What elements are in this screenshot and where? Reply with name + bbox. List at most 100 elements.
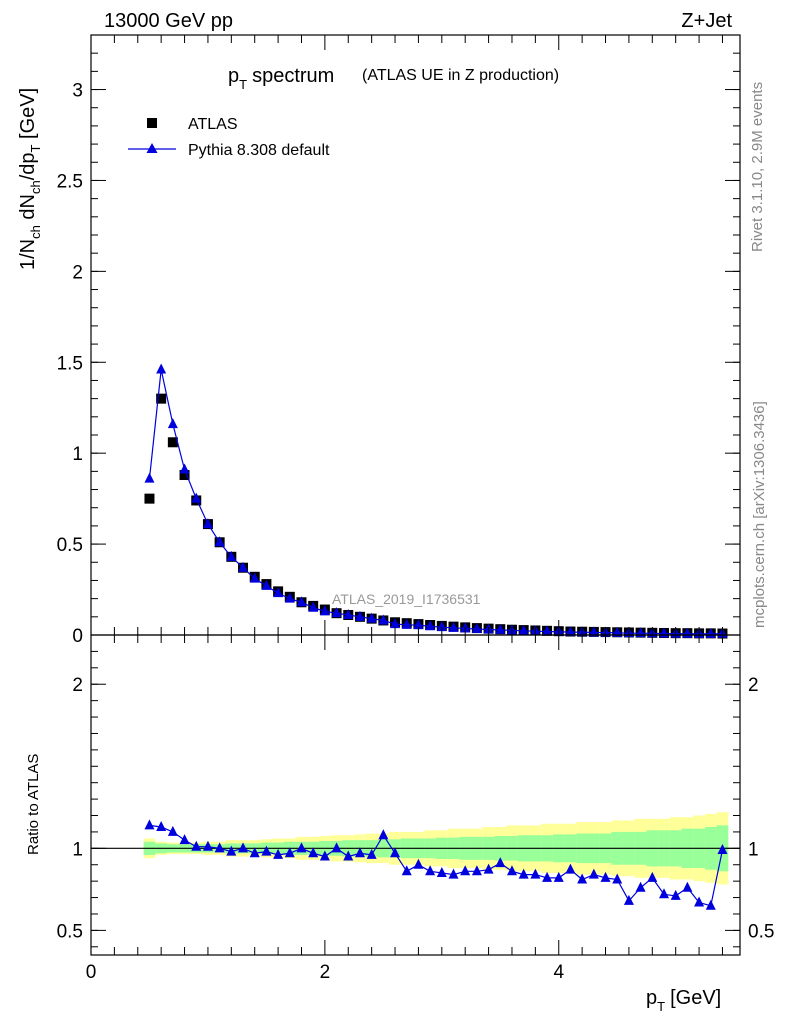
pythia-data-point <box>191 492 202 503</box>
main-title: pT spectrum <box>228 65 334 92</box>
pythia-data-point <box>202 518 213 529</box>
x-axis-label: pT [GeV] <box>646 987 721 1014</box>
pythia-data-point <box>471 623 482 633</box>
ratio-data-point <box>530 868 541 879</box>
mcplots-label: mcplots.cern.ch [arXiv:1306.3436] <box>751 401 768 628</box>
ratio-data-point <box>378 829 389 840</box>
pythia-data-point <box>179 463 190 474</box>
pythia-data-point <box>401 618 412 629</box>
ratio-data-point <box>284 847 295 858</box>
ratio-data-point <box>261 845 272 856</box>
ratio-data-point <box>670 889 681 900</box>
ratio-data-point <box>612 873 623 884</box>
x-tick-label: 4 <box>553 962 564 983</box>
ratio-data-point <box>506 865 517 876</box>
pythia-data-point <box>343 609 354 619</box>
ratio-data-point <box>238 842 249 853</box>
ratio-y-tick-label-right: 2 <box>748 675 759 696</box>
pythia-data-point <box>425 620 436 631</box>
pythia-data-point <box>144 472 155 483</box>
pythia-data-point <box>390 618 401 629</box>
ratio-data-point <box>623 894 634 905</box>
ratio-data-point <box>331 842 342 853</box>
pythia-data-point <box>296 596 307 607</box>
ratio-frame <box>90 634 741 956</box>
ratio-y-tick-label-right: 1 <box>748 839 759 860</box>
atlas-data-point <box>179 470 190 480</box>
ratio-data-point <box>296 842 307 853</box>
legend-atlas-marker <box>147 118 157 128</box>
legend-pythia-label: Pythia 8.308 default <box>188 142 330 159</box>
ratio-data-point <box>565 863 576 874</box>
ratio-data-point <box>273 848 284 859</box>
x-ticks: 0 2 4 <box>86 35 723 983</box>
ratio-data-point <box>460 865 471 876</box>
ratio-data-point <box>390 847 401 858</box>
pythia-data-point <box>214 536 225 547</box>
ratio-data-point <box>577 873 588 884</box>
pythia-data-point <box>156 363 167 374</box>
main-y-tick-label: 1 <box>72 444 83 465</box>
ratio-data-point <box>542 871 553 882</box>
main-y-tick-label: 3 <box>72 81 83 102</box>
ratio-data-point <box>226 845 237 856</box>
ratio-data-point <box>167 825 178 836</box>
pythia-data-point <box>273 587 284 598</box>
x-axis-label-p: p <box>646 987 657 1009</box>
ratio-data-point <box>471 865 482 876</box>
pythia-data-point <box>542 625 553 636</box>
ratio-y-axis-label: Ratio to ATLAS <box>25 754 42 855</box>
main-y-axis-label: 1/Nch dNch/dpT [GeV] <box>17 88 43 270</box>
legend-atlas-label: ATLAS <box>188 116 238 133</box>
ratio-data-point <box>682 881 693 892</box>
ratio-data-point <box>401 865 412 876</box>
main-y-tick-label: 1.5 <box>57 353 83 374</box>
pythia-data-point <box>378 614 389 625</box>
pythia-data-point <box>413 619 424 630</box>
ratio-data-point <box>308 847 319 858</box>
ratio-data-point <box>413 858 424 869</box>
atlas-data-point <box>144 493 155 504</box>
main-panel: 0 0.5 1 1.5 2 2.5 3 pT spectrum (ATLAS UE in Z … <box>17 34 741 647</box>
ratio-data-point <box>425 865 436 876</box>
ratio-data-point <box>495 857 506 868</box>
ratio-y-tick-label: 0.5 <box>57 921 83 942</box>
main-subtitle: (ATLAS UE in Z production) <box>362 67 559 84</box>
rivet-label: Rivet 3.1.10, 2.9M events <box>749 82 766 252</box>
ratio-data-point <box>483 863 494 874</box>
ratio-panel: 0.5 0.5 1 1 2 2 0 2 4 Ratio to ATLAS pT [GeV] <box>25 35 774 1014</box>
x-tick-label: 2 <box>320 962 331 983</box>
main-y-tick-label: 0 <box>72 626 83 647</box>
atlas-data-point <box>156 393 167 404</box>
ratio-y-tick-label: 2 <box>72 675 83 696</box>
ratio-data-point <box>249 847 260 858</box>
pythia-data-point <box>261 579 272 590</box>
pythia-data-point <box>565 626 576 637</box>
ratio-data-point <box>658 888 669 899</box>
ratio-data-point <box>705 899 716 910</box>
pythia-data-point <box>495 623 506 634</box>
main-y-tick-label: 2.5 <box>57 171 83 192</box>
ratio-data-point <box>156 821 167 831</box>
ratio-plot-area <box>91 812 740 910</box>
ratio-data-point <box>600 871 611 882</box>
ratio-data-point <box>202 840 213 851</box>
legend: ATLAS Pythia 8.308 default <box>128 116 330 159</box>
ratio-data-point <box>366 848 377 859</box>
pythia-data-point <box>308 601 319 612</box>
ratio-data-point <box>436 866 447 877</box>
pythia-data-point <box>238 561 249 572</box>
pythia-data-point <box>249 572 260 583</box>
pythia-data-point <box>448 621 459 632</box>
ratio-data-point <box>553 871 564 882</box>
ratio-data-point <box>144 819 155 830</box>
ratio-data-point <box>179 834 190 845</box>
atlas-data-point <box>167 437 178 448</box>
pythia-data-point <box>331 607 342 618</box>
x-axis-label-sub: T <box>657 999 665 1014</box>
x-tick-label: 0 <box>86 962 97 983</box>
legend-pythia-marker <box>146 143 158 153</box>
ratio-data-point <box>694 896 705 907</box>
main-y-tick-label: 0.5 <box>57 535 83 556</box>
